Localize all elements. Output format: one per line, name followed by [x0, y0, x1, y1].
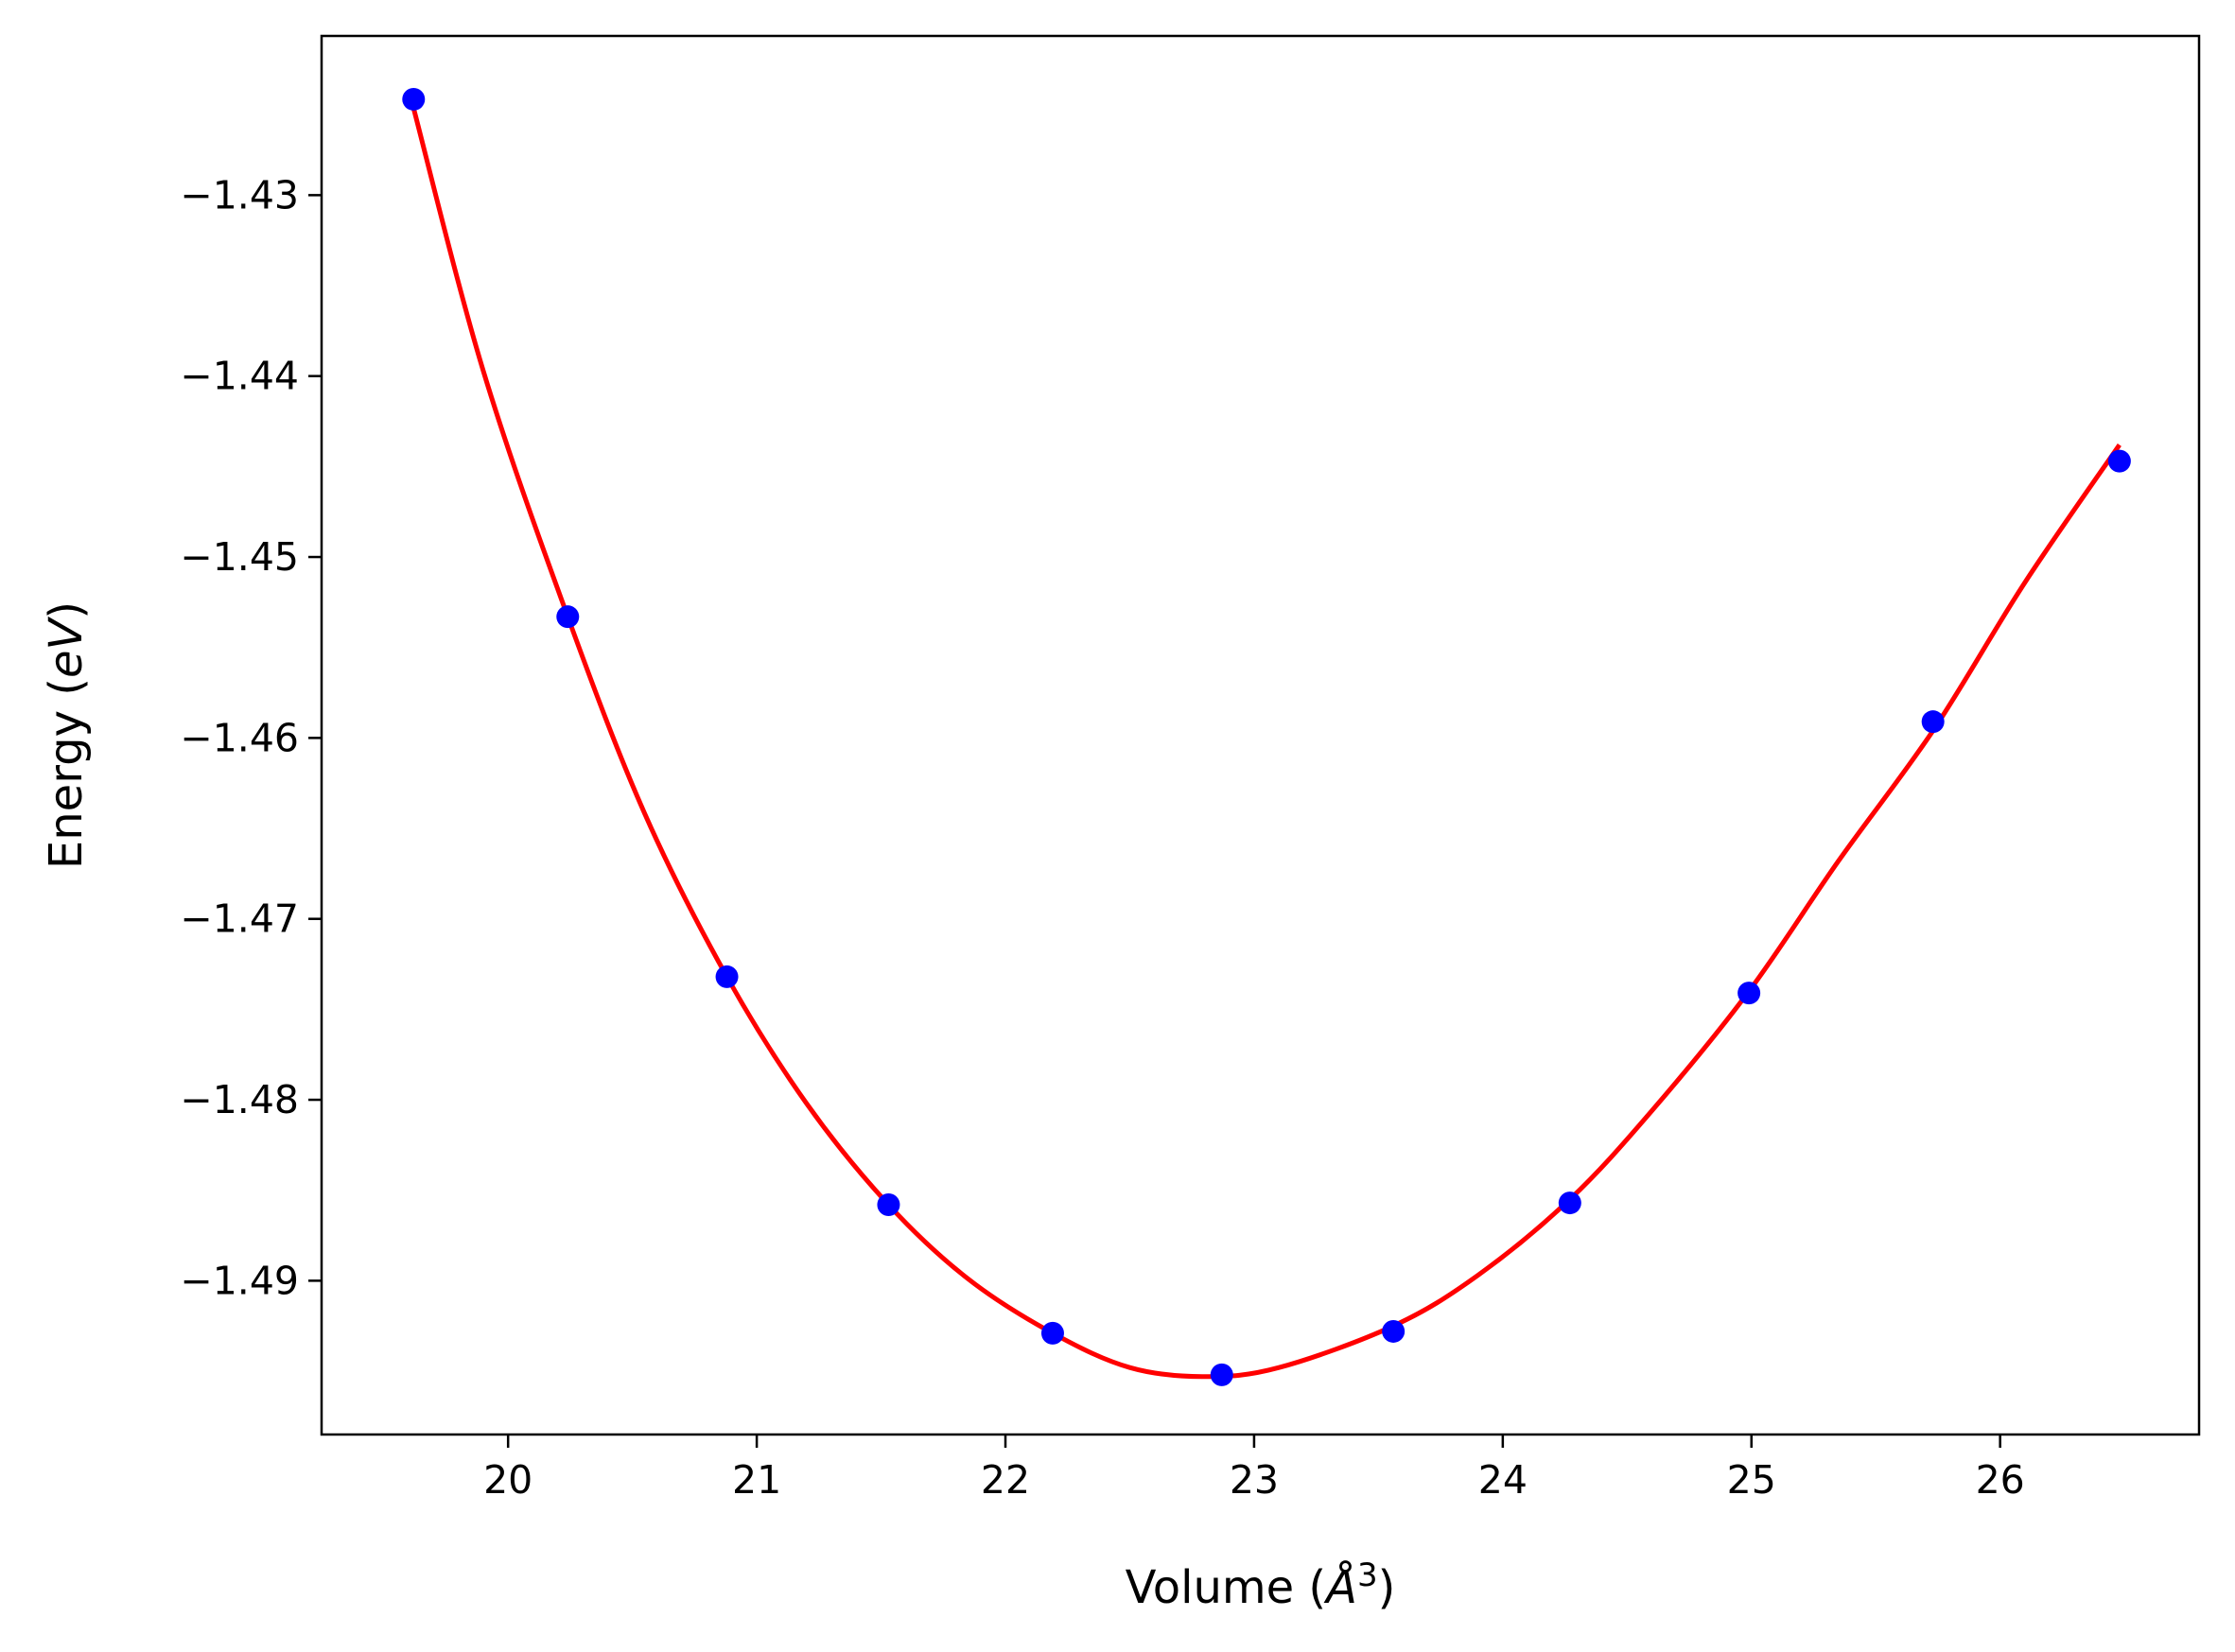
y-axis-label: Energy (eV): [40, 601, 93, 869]
y-tick-label: −1.46: [180, 715, 299, 760]
fit-curve: [410, 107, 2122, 1380]
x-tick-label: 23: [1230, 1457, 1279, 1503]
data-point: [715, 965, 739, 988]
data-point: [556, 605, 580, 629]
x-tick-label: 25: [1727, 1457, 1776, 1503]
x-tick-label: 20: [483, 1457, 533, 1503]
y-tick-label: −1.48: [180, 1077, 299, 1122]
data-point: [402, 87, 426, 111]
y-tick-label: −1.43: [180, 172, 299, 217]
y-tick-label: −1.47: [180, 896, 299, 942]
x-tick-label: 21: [732, 1457, 781, 1503]
plot-content: [402, 87, 2131, 1386]
x-tick-label: 26: [1976, 1457, 2025, 1503]
y-tick-label: −1.49: [180, 1258, 299, 1303]
data-point: [2107, 449, 2131, 473]
y-tick-label: −1.44: [180, 354, 299, 399]
x-axis: 20 21 22 23 24 25 26: [483, 1435, 2025, 1503]
y-axis: −1.43 −1.44 −1.45 −1.46 −1.47 −1.48 −1.49: [180, 172, 322, 1303]
data-point: [1210, 1363, 1233, 1386]
plot-frame: [320, 34, 2201, 1436]
data-point: [1558, 1191, 1581, 1215]
data-point: [1921, 710, 1945, 734]
x-tick-label: 22: [981, 1457, 1030, 1503]
data-point: [1040, 1321, 1064, 1345]
data-point: [877, 1193, 900, 1217]
x-axis-label: Volume (Å3): [1126, 1556, 1396, 1614]
y-tick-label: −1.45: [180, 534, 299, 580]
data-point: [1382, 1319, 1406, 1343]
data-point: [1737, 982, 1761, 1005]
x-tick-label: 24: [1478, 1457, 1528, 1503]
